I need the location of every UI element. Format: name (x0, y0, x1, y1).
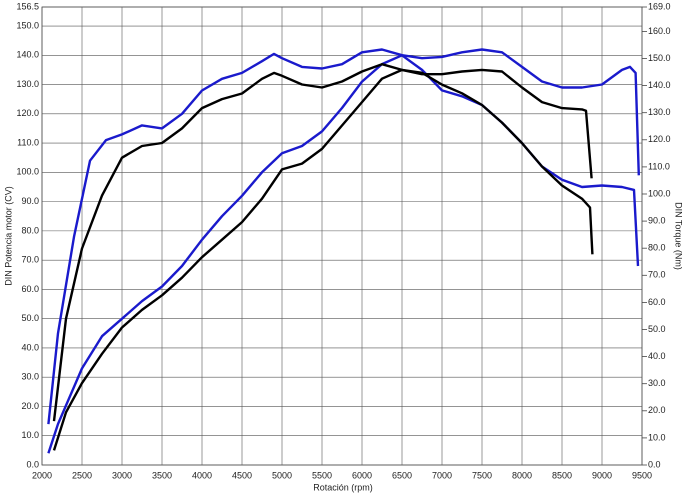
x-tick-label: 8500 (552, 470, 572, 480)
y2-tick-label: 80.0 (648, 243, 666, 253)
y-tick-label: 80.0 (21, 225, 39, 235)
y-tick-label: 100.0 (16, 167, 39, 177)
y2-tick-label: 100.0 (648, 188, 671, 198)
y2-tick-label: 50.0 (648, 324, 666, 334)
x-tick-label: 9500 (632, 470, 652, 480)
y2-tick-label: 70.0 (648, 270, 666, 280)
y2-tick-label: 40.0 (648, 351, 666, 361)
y2-tick-label: 140.0 (648, 80, 671, 90)
x-tick-label: 6000 (352, 470, 372, 480)
plot-area (41, 6, 643, 466)
y2-tick-label: 10.0 (648, 432, 666, 442)
y-tick-label: 0.0 (26, 459, 39, 469)
x-tick-label: 7000 (432, 470, 452, 480)
x-tick-label: 3000 (112, 470, 132, 480)
y2-tick-label: 60.0 (648, 297, 666, 307)
x-tick-label: 2000 (32, 470, 52, 480)
y2-tick-label: 110.0 (648, 161, 670, 171)
y2-tick-label: 120.0 (648, 134, 671, 144)
y-tick-label: 10.0 (21, 430, 39, 440)
y-axis-title: DIN Potencia motor (CV) (3, 186, 13, 286)
x-tick-label: 4000 (192, 470, 212, 480)
y-tick-label: 90.0 (21, 196, 39, 206)
y-tick-label: 20.0 (21, 401, 39, 411)
y-tick-label: 156.5 (16, 1, 39, 11)
y2-tick-label: 160.0 (648, 26, 671, 36)
y-tick-label: 40.0 (21, 342, 39, 352)
line-series (47, 48, 640, 425)
y-tick-label: 120.0 (16, 108, 39, 118)
y-tick-label: 110.0 (17, 137, 39, 147)
y2-tick-label: 169.0 (648, 1, 671, 11)
x-tick-label: 9000 (592, 470, 612, 480)
y2-axis-title: DIN Torque (Nm) (674, 202, 684, 270)
y2-tick-label: 30.0 (648, 378, 666, 388)
y2-tick-label: 0.0 (648, 459, 661, 469)
y2-tick-label: 130.0 (648, 107, 671, 117)
y-tick-label: 130.0 (16, 79, 39, 89)
y-tick-label: 30.0 (21, 372, 39, 382)
y-tick-label: 50.0 (21, 313, 39, 323)
line-series (52, 63, 593, 422)
x-tick-label: 5500 (312, 470, 332, 480)
line-series (52, 68, 594, 451)
y-tick-label: 70.0 (21, 255, 39, 265)
x-axis-title: Rotación (rpm) (313, 482, 373, 492)
y-tick-label: 150.0 (16, 20, 39, 30)
y-tick-label: 140.0 (16, 50, 39, 60)
x-tick-label: 6500 (392, 470, 412, 480)
y2-tick-label: 90.0 (648, 215, 666, 225)
x-tick-label: 2500 (72, 470, 92, 480)
x-tick-label: 7500 (472, 470, 492, 480)
x-tick-label: 8000 (512, 470, 532, 480)
x-tick-label: 3500 (152, 470, 172, 480)
y-tick-label: 60.0 (21, 284, 39, 294)
y2-tick-label: 150.0 (648, 53, 671, 63)
x-tick-label: 4500 (232, 470, 252, 480)
line-series (47, 54, 640, 454)
x-tick-label: 5000 (272, 470, 292, 480)
y2-tick-label: 20.0 (648, 405, 666, 415)
